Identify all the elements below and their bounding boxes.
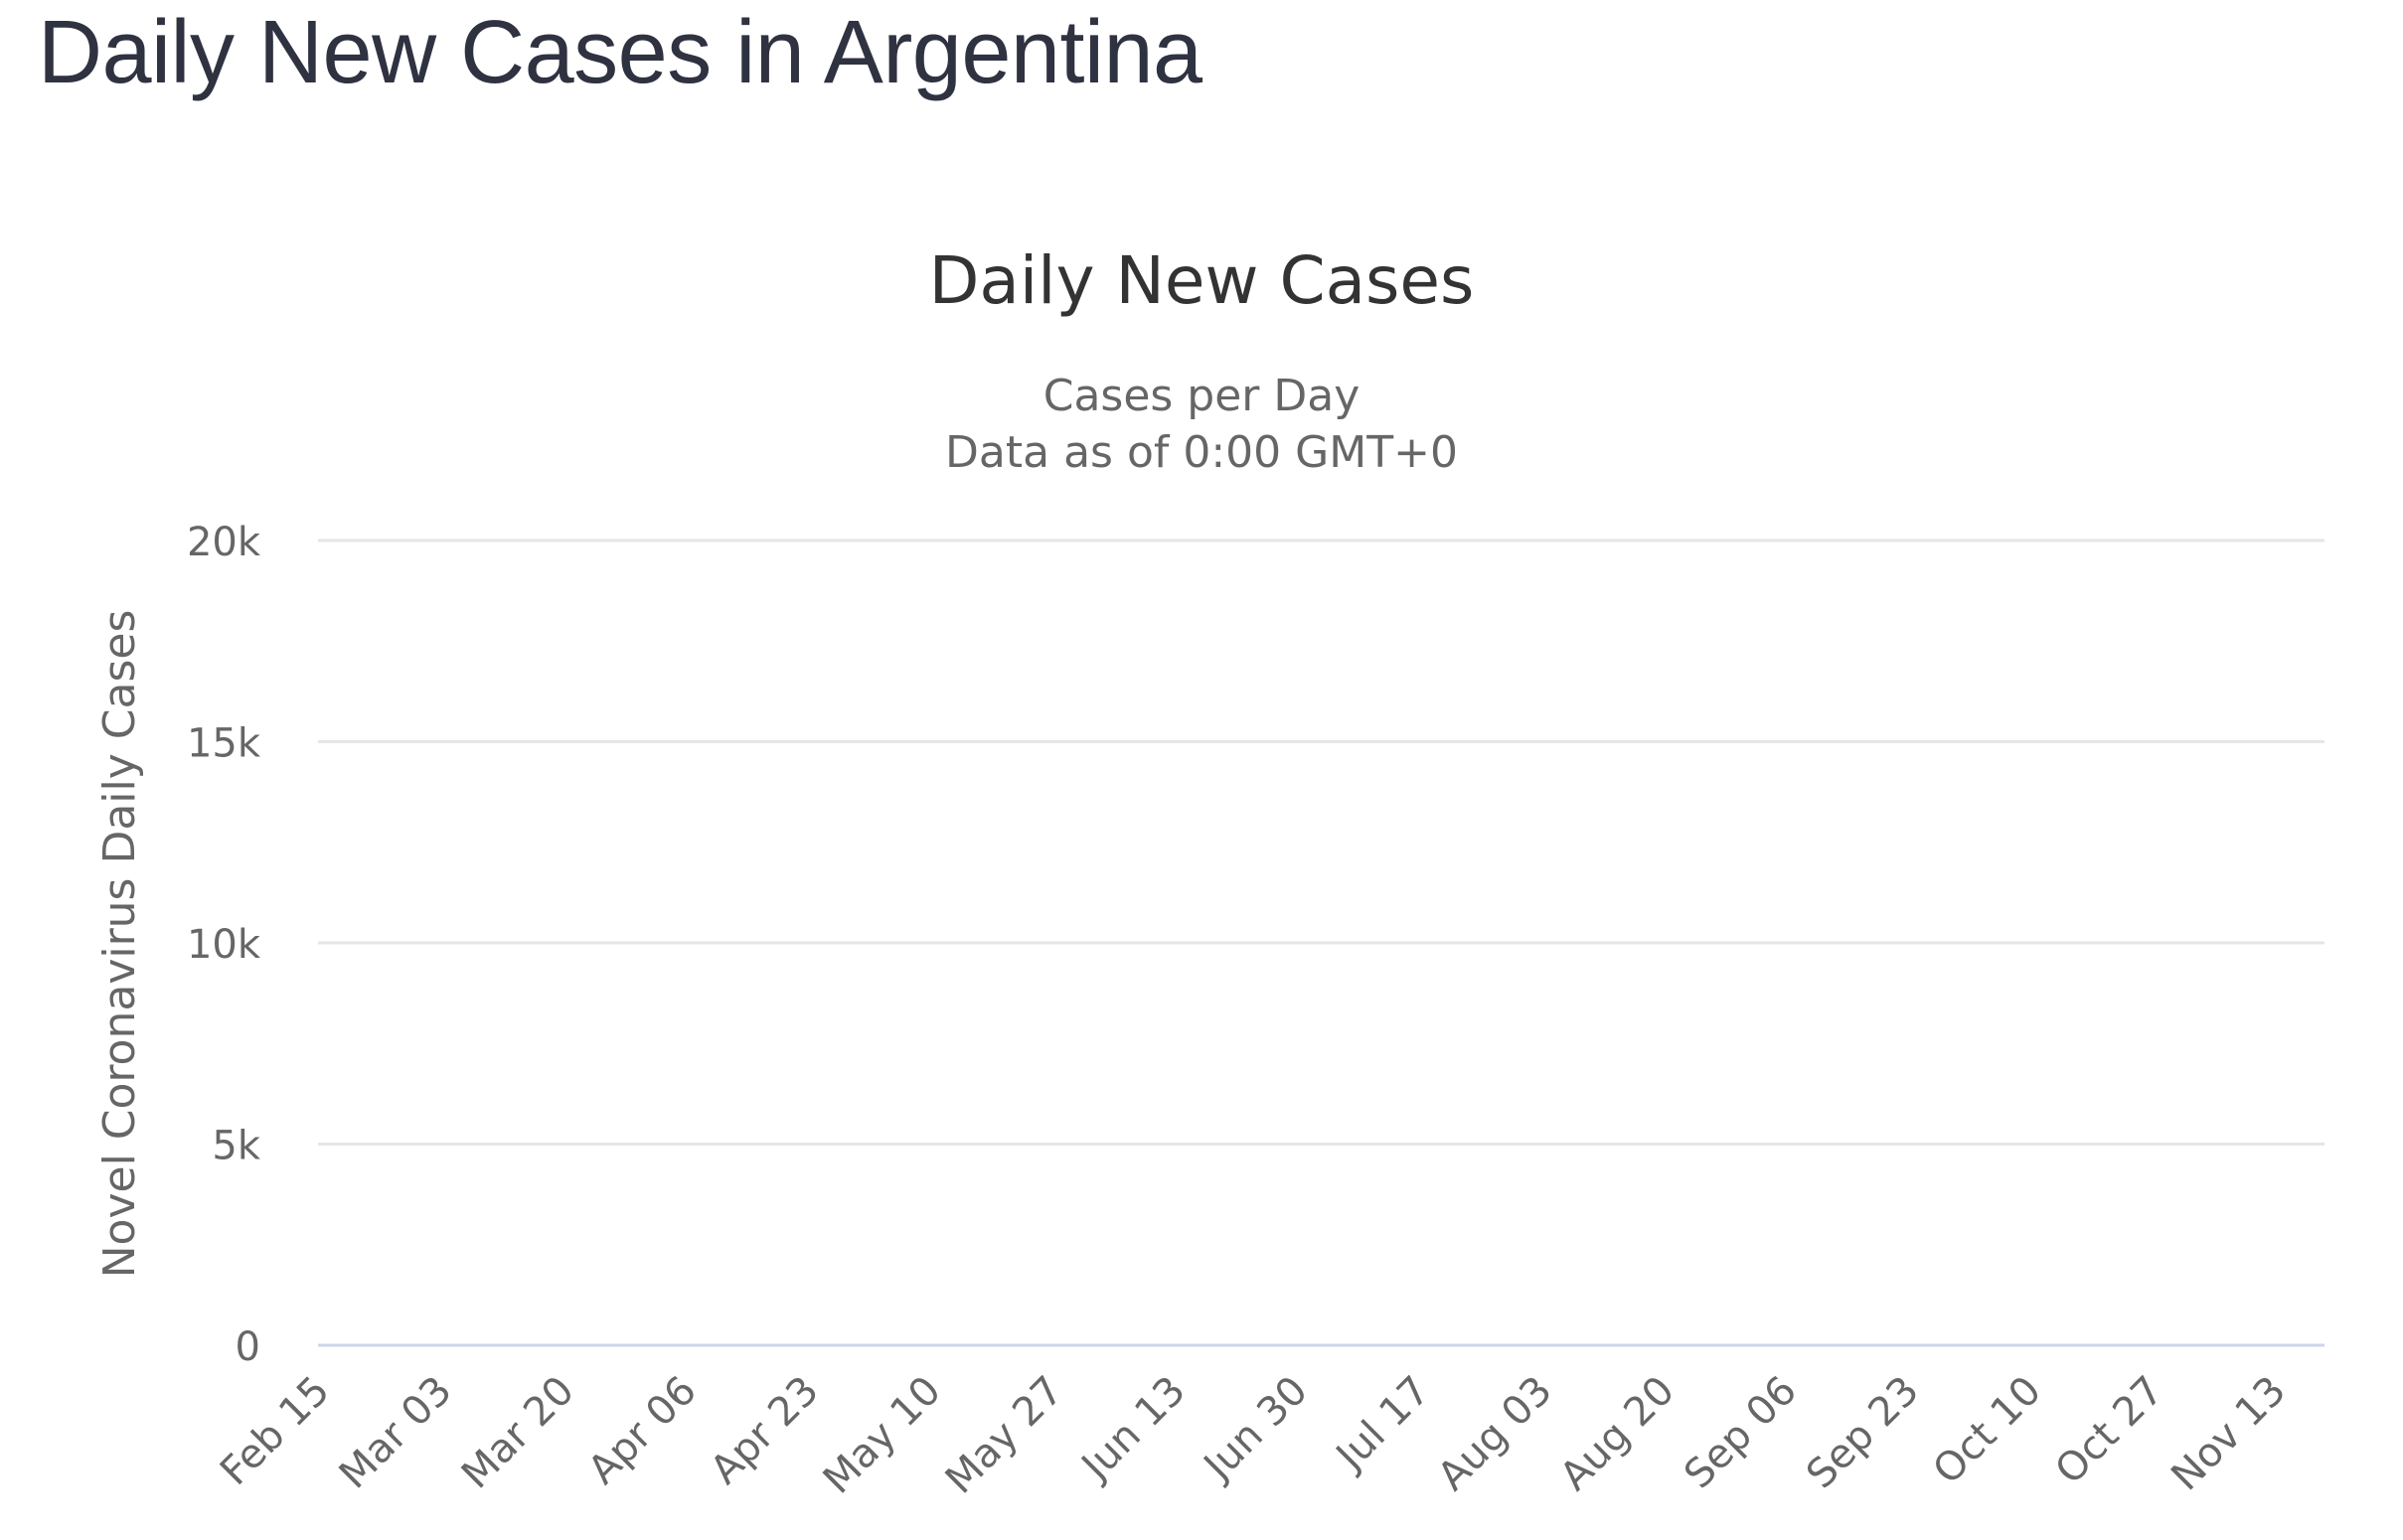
chart-subtitle-line-2: Data as of 0:00 GMT+0 xyxy=(945,427,1458,478)
chart-title: Daily New Cases xyxy=(929,242,1475,319)
y-tick-label: 5k xyxy=(212,1124,260,1169)
x-tick-label: Mar 20 xyxy=(453,1368,583,1498)
x-tick-label: Sep 23 xyxy=(1798,1368,1928,1498)
x-tick-label: Jun 30 xyxy=(1194,1368,1317,1491)
x-tick-label: Nov 13 xyxy=(2163,1368,2295,1500)
x-tick-label: May 27 xyxy=(937,1368,1072,1503)
x-tick-label: Oct 27 xyxy=(2047,1368,2172,1493)
grid-lines xyxy=(318,539,2324,1146)
y-tick-label: 15k xyxy=(187,721,261,767)
x-tick-label: Feb 15 xyxy=(212,1368,339,1495)
x-tick-label: Aug 20 xyxy=(1551,1368,1683,1500)
x-tick-label: Jul 17 xyxy=(1326,1368,1439,1481)
x-tick-label: Oct 10 xyxy=(1925,1368,2050,1493)
x-tick-label: Jun 13 xyxy=(1071,1368,1195,1491)
y-axis-ticks: 0 5k 10k 15k 20k xyxy=(187,520,261,1370)
chart-subtitle-line-1: Cases per Day xyxy=(1043,371,1361,421)
y-tick-label: 10k xyxy=(187,922,261,968)
x-tick-label: Mar 03 xyxy=(331,1368,461,1498)
x-tick-label: Aug 03 xyxy=(1429,1368,1561,1500)
x-tick-label: Sep 06 xyxy=(1676,1368,1806,1498)
y-tick-label: 0 xyxy=(236,1324,260,1370)
x-tick-label: May 10 xyxy=(815,1368,950,1503)
page-title: Daily New Cases in Argentina xyxy=(38,3,1202,102)
y-axis-label: Novel Coronavirus Daily Cases xyxy=(94,610,145,1279)
x-tick-label: Apr 06 xyxy=(579,1368,705,1493)
y-tick-label: 20k xyxy=(187,520,261,565)
x-tick-label: Apr 23 xyxy=(702,1368,827,1493)
